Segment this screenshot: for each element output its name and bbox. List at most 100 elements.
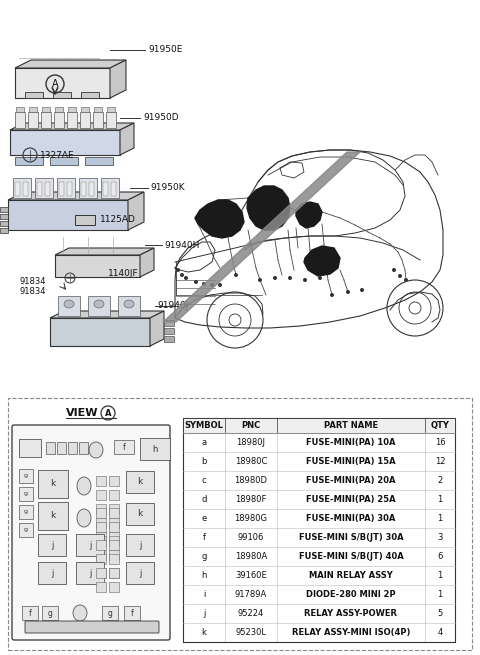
Bar [93, 112, 103, 128]
Bar [85, 157, 113, 165]
Text: 91834: 91834 [20, 286, 47, 295]
Text: DIODE-280 MINI 2P: DIODE-280 MINI 2P [306, 590, 396, 599]
Bar [183, 418, 455, 642]
Bar [111, 182, 116, 196]
Text: 1: 1 [437, 571, 443, 580]
Bar [109, 554, 119, 564]
Bar [16, 107, 24, 112]
Polygon shape [304, 246, 340, 276]
Bar [109, 476, 119, 486]
Text: MAIN RELAY ASSY: MAIN RELAY ASSY [309, 571, 393, 580]
Circle shape [398, 274, 402, 278]
Text: 18980D: 18980D [235, 476, 267, 485]
Bar [55, 107, 63, 112]
Ellipse shape [77, 477, 91, 495]
Bar [109, 550, 119, 560]
Text: 18980C: 18980C [235, 457, 267, 466]
Bar [118, 296, 140, 316]
Bar [35, 178, 53, 198]
Text: QTY: QTY [431, 421, 449, 430]
Bar [96, 504, 106, 514]
Bar [79, 178, 97, 198]
Bar [109, 504, 119, 514]
Text: 3: 3 [437, 533, 443, 542]
Bar [81, 92, 99, 98]
Bar [0, 221, 8, 226]
Text: VIEW: VIEW [66, 408, 98, 418]
Bar [88, 296, 110, 316]
Bar [41, 112, 51, 128]
Bar [109, 490, 119, 500]
Bar [22, 606, 38, 620]
Bar [114, 440, 134, 454]
Text: 18980J: 18980J [237, 438, 265, 447]
Bar [68, 107, 76, 112]
Text: 18980G: 18980G [235, 514, 267, 523]
Text: j: j [139, 540, 141, 550]
Bar [126, 503, 154, 525]
Text: 12: 12 [435, 457, 445, 466]
Bar [96, 508, 106, 518]
Text: 95224: 95224 [238, 609, 264, 618]
Text: 6: 6 [437, 552, 443, 561]
Bar [13, 178, 31, 198]
Text: 1: 1 [437, 514, 443, 523]
Bar [164, 320, 174, 326]
Bar [8, 200, 128, 230]
Text: FUSE-MINI(PA) 20A: FUSE-MINI(PA) 20A [306, 476, 396, 485]
Bar [96, 568, 106, 578]
Bar [96, 568, 106, 578]
Bar [89, 182, 94, 196]
Circle shape [288, 276, 292, 280]
Text: k: k [137, 477, 143, 487]
Bar [42, 107, 50, 112]
Bar [106, 112, 116, 128]
Polygon shape [10, 123, 134, 130]
Circle shape [330, 293, 334, 297]
Ellipse shape [73, 605, 87, 621]
Text: A: A [105, 409, 111, 417]
Ellipse shape [77, 509, 91, 527]
Text: g: g [201, 552, 207, 561]
Bar [37, 182, 42, 196]
Bar [19, 487, 33, 501]
Text: 91950D: 91950D [143, 113, 179, 122]
Bar [54, 112, 64, 128]
Polygon shape [128, 192, 144, 230]
Text: RELAY ASSY-MINI ISO(4P): RELAY ASSY-MINI ISO(4P) [292, 628, 410, 637]
Text: FUSE-MINI(PA) 30A: FUSE-MINI(PA) 30A [306, 514, 396, 523]
Bar [126, 471, 154, 493]
Circle shape [210, 283, 214, 287]
Text: g: g [24, 491, 28, 496]
Text: b: b [201, 457, 207, 466]
Text: FUSE-MINI(PA) 10A: FUSE-MINI(PA) 10A [306, 438, 396, 447]
Text: RELAY ASSY-POWER: RELAY ASSY-POWER [304, 609, 397, 618]
Circle shape [194, 280, 198, 284]
Text: f: f [203, 533, 205, 542]
Text: f: f [122, 443, 125, 451]
Circle shape [346, 290, 350, 294]
Bar [53, 92, 71, 98]
Text: 5: 5 [437, 609, 443, 618]
Bar [96, 582, 106, 592]
Bar [38, 562, 66, 584]
Bar [107, 107, 115, 112]
Text: A: A [52, 79, 58, 89]
Text: j: j [51, 569, 53, 578]
Circle shape [258, 278, 262, 282]
Text: SYMBOL: SYMBOL [185, 421, 223, 430]
Circle shape [392, 268, 396, 272]
Bar [29, 107, 37, 112]
Circle shape [176, 268, 180, 272]
Bar [55, 255, 140, 277]
Bar [76, 562, 104, 584]
Text: j: j [51, 540, 53, 550]
Polygon shape [55, 248, 154, 255]
Text: k: k [137, 510, 143, 519]
Bar [19, 523, 33, 537]
Circle shape [184, 276, 188, 280]
Bar [15, 182, 20, 196]
Text: PNC: PNC [241, 421, 261, 430]
Circle shape [273, 276, 277, 280]
Bar [15, 112, 25, 128]
